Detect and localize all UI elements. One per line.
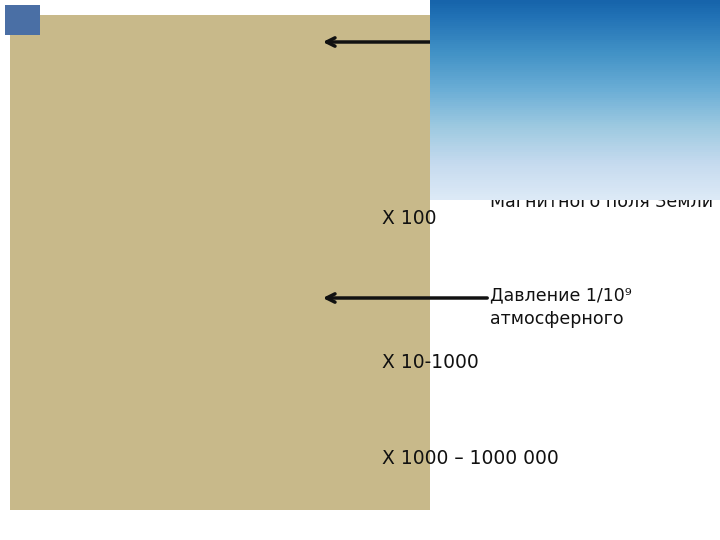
Text: Х 1000 – 1000 000: Х 1000 – 1000 000 [382,449,559,468]
Text: Х 10-1000: Х 10-1000 [382,353,479,372]
Text: Потенциал 100 000В
на вольфрамовый катод: Потенциал 100 000В на вольфрамовый катод [490,52,716,93]
Bar [5,5,40,35]
Bar [10,15,430,510]
Text: Х 100: Х 100 [382,208,436,227]
Text: Давление 1/10⁹
атмосферного: Давление 1/10⁹ атмосферного [490,286,631,328]
Text: Магнитное поле в
10-100тыс раз больше
Магнитного поля Земли: Магнитное поле в 10-100тыс раз больше Ма… [490,145,713,211]
